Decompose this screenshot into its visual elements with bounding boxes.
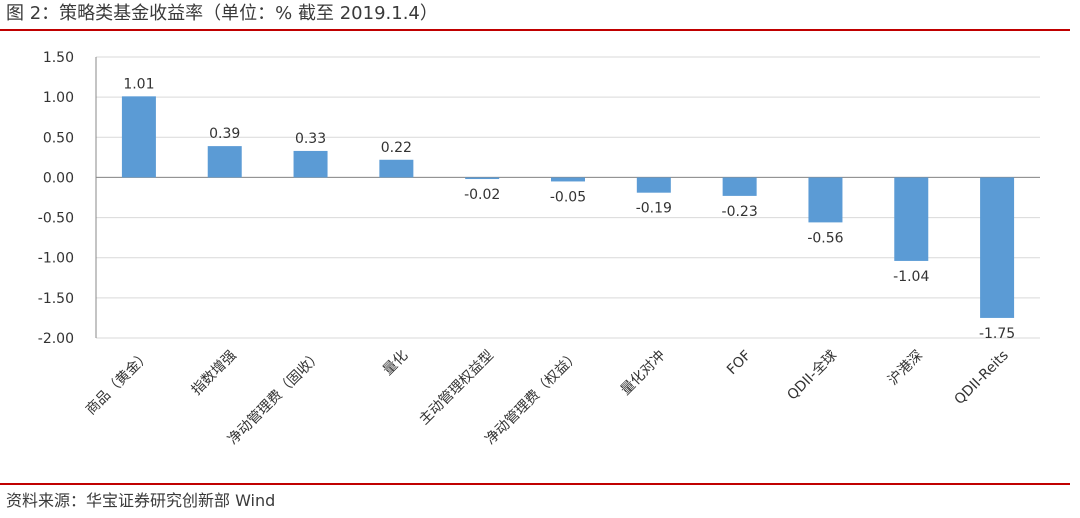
x-tick-label: 主动管理权益型	[416, 348, 497, 429]
x-tick-label: 量化	[380, 348, 411, 379]
x-tick-label: 沪港深	[885, 348, 926, 389]
x-tick-label: 商品（黄金）	[82, 347, 153, 418]
bar-chart: 1.50 1.00 0.50 0.00 -0.50 -1.00 -1.50 -2.00 1.0…	[38, 50, 1040, 448]
bar	[293, 150, 328, 178]
data-label: 0.22	[381, 140, 412, 156]
data-label: 1.01	[123, 76, 154, 92]
y-tick-label: 0.50	[43, 130, 74, 146]
x-tick-label: QDII-Reits	[951, 348, 1011, 408]
axis-layer: 1.50 1.00 0.50 0.00 -0.50 -1.00 -1.50 -2.00	[38, 50, 1040, 347]
y-tick-label: -1.50	[38, 291, 74, 307]
data-label: -0.05	[550, 189, 586, 205]
x-tick-label: 指数增强	[189, 348, 240, 399]
bar	[379, 159, 414, 178]
source-note: 资料来源：华宝证券研究创新部 Wind	[6, 491, 276, 510]
label-layer: 1.01 商品（黄金） 0.39 指数增强 0.33 净动管理费（固收） 0.22 量化 -0.…	[82, 76, 1015, 448]
bar	[808, 177, 843, 223]
bar	[636, 177, 671, 193]
bar	[551, 177, 585, 182]
data-label: -0.23	[722, 204, 758, 220]
data-label: 0.33	[295, 131, 326, 147]
chart-area: 1.50 1.00 0.50 0.00 -0.50 -1.00 -1.50 -2.00 1.0…	[0, 32, 1080, 482]
data-label: 0.39	[209, 126, 240, 142]
data-label: -0.19	[636, 201, 672, 217]
y-tick-label: -1.00	[38, 251, 74, 267]
top-rule	[0, 29, 1070, 31]
x-tick-label: FOF	[724, 348, 754, 378]
data-label: -1.75	[979, 326, 1015, 342]
bar	[722, 177, 757, 196]
bottom-rule	[0, 483, 1070, 485]
data-label: -0.56	[807, 230, 843, 246]
bar-layer	[121, 96, 1015, 318]
data-label: -1.04	[893, 269, 929, 285]
bar	[465, 177, 500, 180]
x-tick-label: 净动管理费（固收）	[225, 348, 325, 448]
x-tick-label: QDII-全球	[784, 347, 841, 404]
y-tick-label: 0.00	[43, 170, 74, 186]
y-tick-label: 1.00	[43, 90, 74, 106]
bar	[894, 177, 929, 261]
figure-title: 图 2：策略类基金收益率（单位：% 截至 2019.1.4）	[6, 3, 438, 24]
bar	[207, 146, 242, 178]
y-tick-label: 1.50	[43, 50, 74, 66]
data-label: -0.02	[464, 187, 500, 203]
y-tick-label: -2.00	[38, 331, 74, 347]
x-tick-label: 量化对冲	[618, 348, 669, 399]
bar	[980, 177, 1015, 318]
bar	[121, 96, 156, 178]
y-tick-label: -0.50	[38, 211, 74, 227]
x-tick-label: 净动管理费（权益）	[482, 348, 582, 448]
